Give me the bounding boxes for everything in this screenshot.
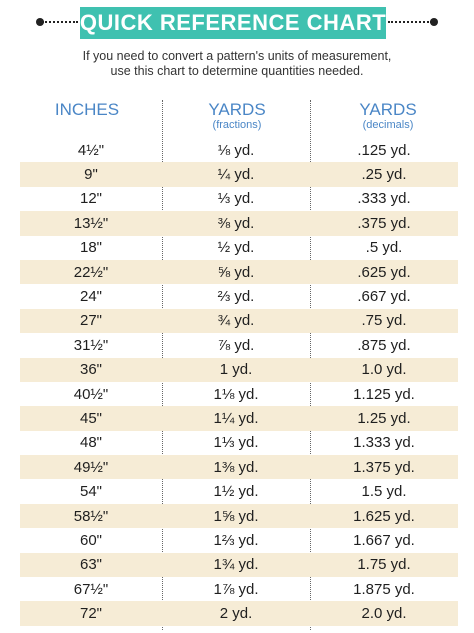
yards-decimal-cell: 1.333 yd. [353, 434, 415, 452]
title-banner: QUICK REFERENCE CHART [0, 0, 474, 44]
yards-fraction-cell: 2 yd. [219, 605, 253, 623]
page-title: QUICK REFERENCE CHART [79, 10, 387, 35]
yards-decimal-cell: 2.0 yd. [361, 605, 407, 623]
table-row: 31½" ⅞ yd. .875 yd. [20, 333, 458, 357]
conversion-table: 4½" ⅛ yd. .125 yd. 9" ¼ yd. .25 yd. 12" ⅓ yd. .3… [20, 138, 458, 626]
inches-cell: 67½" [73, 580, 109, 598]
inches-cell: 9" [84, 166, 98, 184]
table-row: 45" 1¼ yd. 1.25 yd. [20, 406, 458, 431]
inches-cell: 54" [79, 483, 102, 501]
table-row: 58½" 1⅝ yd. 1.625 yd. [20, 503, 458, 529]
table-row: 40½" 1⅛ yd. 1.125 yd. [20, 382, 458, 406]
column-header-label: YARDS [208, 100, 266, 119]
right-dot-ornament [430, 18, 438, 26]
title-box: QUICK REFERENCE CHART [80, 7, 386, 39]
table-row: 12" ⅓ yd. .333 yd. [20, 187, 458, 211]
right-dotted-line [388, 21, 432, 23]
inches-cell: 24" [79, 288, 102, 306]
yards-fraction-cell: ¾ yd. [217, 312, 255, 330]
yards-decimal-cell: 1.625 yd. [353, 507, 415, 525]
inches-cell: 18" [79, 239, 102, 257]
yards-fraction-cell: ½ yd. [217, 239, 255, 257]
inches-cell: 12" [79, 190, 102, 208]
column-header-sublabel: (fractions) [212, 119, 262, 131]
inches-cell: 72" [79, 605, 102, 623]
table-row: 27" ¾ yd. .75 yd. [20, 308, 458, 334]
column-header-label: YARDS [359, 100, 417, 119]
inches-cell: 63" [79, 556, 102, 574]
inches-cell: 13½" [73, 214, 109, 232]
yards-decimal-cell: 1.0 yd. [361, 361, 407, 379]
yards-fraction-cell: 1⅛ yd. [213, 385, 259, 403]
table-row: 22½" ⅝ yd. .625 yd. [20, 259, 458, 285]
table-row: 13½" ⅜ yd. .375 yd. [20, 211, 458, 236]
inches-cell: 22½" [73, 263, 109, 281]
table-row: 63" 1¾ yd. 1.75 yd. [20, 552, 458, 578]
yards-fraction-cell: 1⅝ yd. [213, 507, 259, 525]
yards-decimal-cell: 1.25 yd. [357, 409, 411, 427]
yards-fraction-cell: 1⅓ yd. [213, 434, 259, 452]
yards-decimal-cell: .625 yd. [357, 263, 411, 281]
yards-decimal-cell: 1.5 yd. [361, 483, 407, 501]
table-row: 60" 1⅔ yd. 1.667 yd. [20, 528, 458, 552]
inches-cell: 27" [79, 312, 102, 330]
yards-fraction-cell: 1⅔ yd. [213, 531, 259, 549]
yards-fraction-cell: ⅝ yd. [217, 263, 255, 281]
yards-fraction-cell: ⅔ yd. [217, 288, 255, 306]
yards-decimal-cell: 1.375 yd. [353, 458, 415, 476]
yards-decimal-cell: .667 yd. [357, 288, 411, 306]
yards-fraction-cell: ⅞ yd. [217, 336, 255, 354]
yards-decimal-cell: 1.75 yd. [357, 556, 411, 574]
column-header-inches: INCHES [20, 101, 154, 119]
column-header-sublabel: (decimals) [362, 119, 414, 131]
yards-fraction-cell: ⅛ yd. [217, 141, 255, 159]
table-row: 48" 1⅓ yd. 1.333 yd. [20, 431, 458, 455]
table-row: 67½" 1⅞ yd. 1.875 yd. [20, 577, 458, 601]
table-row: 24" ⅔ yd. .667 yd. [20, 284, 458, 308]
yards-decimal-cell: .875 yd. [357, 336, 411, 354]
subtitle: If you need to convert a pattern's units… [40, 49, 434, 79]
subtitle-line-2: use this chart to determine quantities n… [110, 64, 364, 78]
table-row: 36" 1 yd. 1.0 yd. [20, 357, 458, 382]
inches-cell: 36" [79, 361, 102, 379]
yards-fraction-cell: 1⅜ yd. [213, 458, 259, 476]
subtitle-line-1: If you need to convert a pattern's units… [82, 49, 392, 63]
column-header-yards-decimals: YARDS (decimals) [318, 100, 458, 132]
table-row: 18" ½ yd. .5 yd. [20, 236, 458, 260]
yards-decimal-cell: .5 yd. [365, 239, 403, 257]
column-header-yards-fractions: YARDS (fractions) [170, 100, 304, 132]
inches-cell: 4½" [77, 141, 105, 159]
yards-fraction-cell: 1½ yd. [213, 483, 259, 501]
table-row: 4½" ⅛ yd. .125 yd. [20, 138, 458, 162]
yards-decimal-cell: .375 yd. [357, 214, 411, 232]
inches-cell: 58½" [73, 507, 109, 525]
inches-cell: 49½" [73, 458, 109, 476]
yards-decimal-cell: .75 yd. [361, 312, 407, 330]
inches-cell: 60" [79, 531, 102, 549]
inches-cell: 45" [79, 409, 102, 427]
left-dotted-line [42, 21, 78, 23]
inches-cell: 40½" [73, 385, 109, 403]
yards-decimal-cell: .333 yd. [357, 190, 411, 208]
yards-decimal-cell: .25 yd. [361, 166, 407, 184]
yards-fraction-cell: 1¾ yd. [213, 556, 259, 574]
yards-fraction-cell: 1⅞ yd. [213, 580, 259, 598]
yards-decimal-cell: .125 yd. [357, 141, 411, 159]
table-row: 9" ¼ yd. .25 yd. [20, 162, 458, 187]
column-header-label: INCHES [54, 100, 120, 119]
yards-fraction-cell: ¼ yd. [217, 166, 255, 184]
yards-decimal-cell: 1.125 yd. [353, 385, 415, 403]
yards-decimal-cell: 1.667 yd. [353, 531, 415, 549]
yards-fraction-cell: ⅓ yd. [217, 190, 255, 208]
yards-fraction-cell: ⅜ yd. [217, 214, 255, 232]
yards-fraction-cell: 1¼ yd. [213, 409, 259, 427]
table-row: 72" 2 yd. 2.0 yd. [20, 601, 458, 626]
inches-cell: 31½" [73, 336, 109, 354]
table-row: 49½" 1⅜ yd. 1.375 yd. [20, 455, 458, 480]
yards-fraction-cell: 1 yd. [219, 361, 253, 379]
table-row: 54" 1½ yd. 1.5 yd. [20, 479, 458, 503]
left-dot-ornament [36, 18, 44, 26]
yards-decimal-cell: 1.875 yd. [353, 580, 415, 598]
inches-cell: 48" [79, 434, 102, 452]
